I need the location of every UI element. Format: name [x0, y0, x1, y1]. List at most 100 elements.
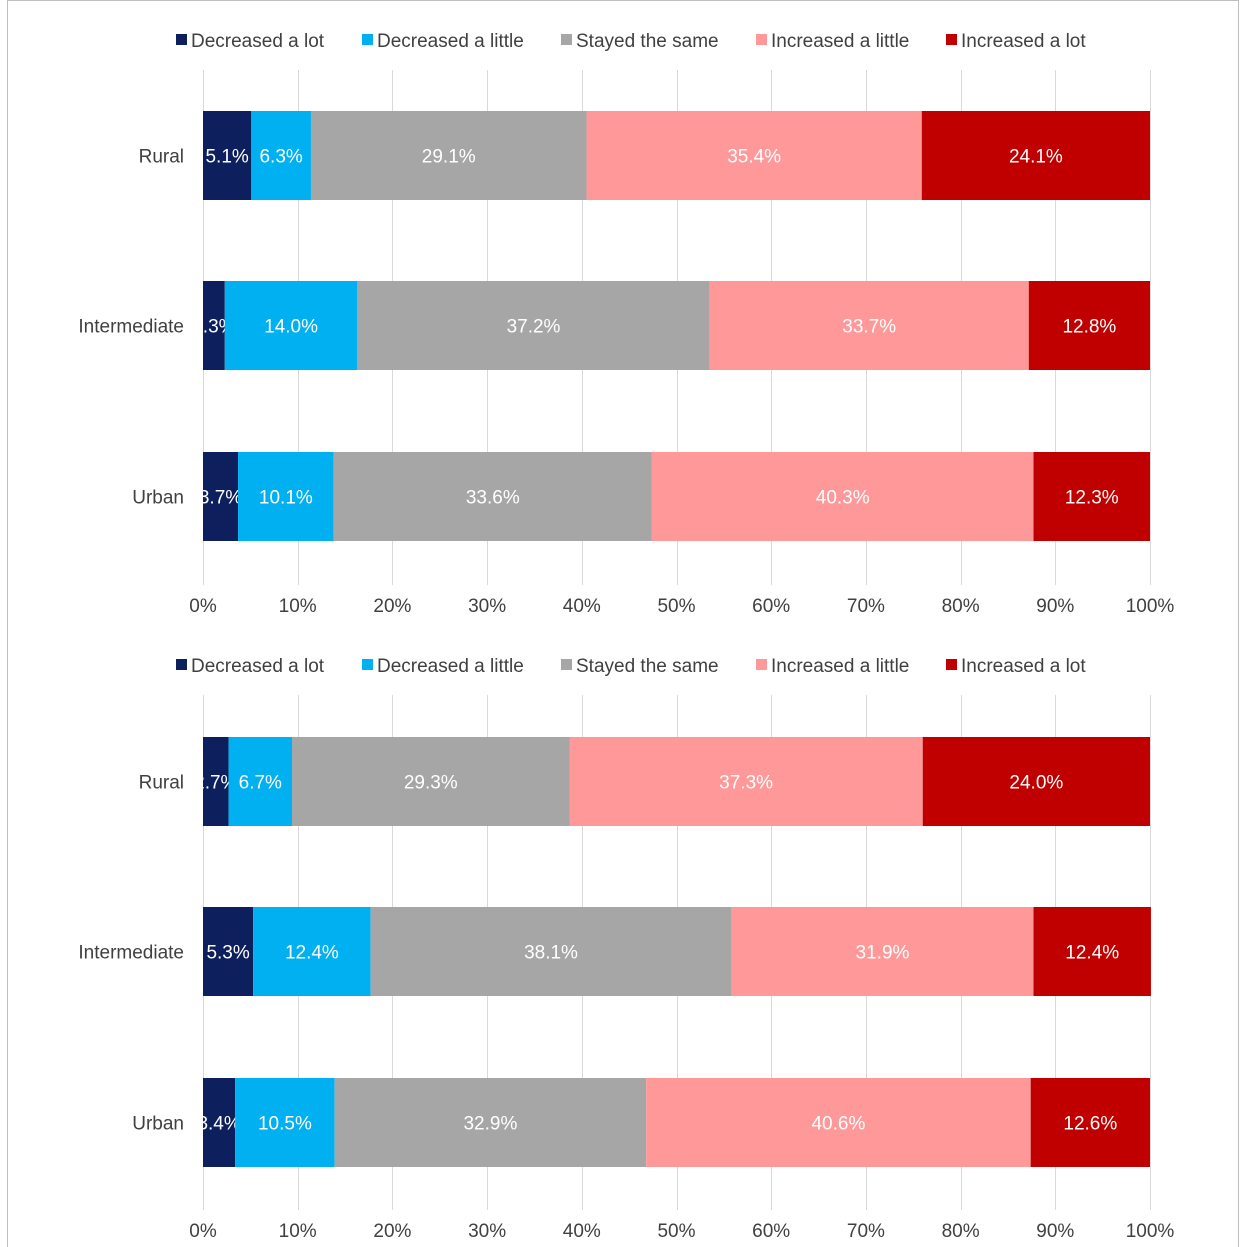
legend-swatch: [946, 34, 957, 45]
data-label: 12.4%: [1065, 943, 1119, 964]
bar-segment: [203, 1078, 236, 1167]
x-tick-label: 30%: [468, 1221, 506, 1242]
legend-entry: Increased a little: [771, 31, 909, 52]
bar-segment: [651, 452, 1034, 541]
bar-segment: [253, 907, 371, 996]
data-label: 6.7%: [239, 773, 282, 794]
x-tick-label: 90%: [1036, 1221, 1074, 1242]
bar-segment: [224, 281, 358, 370]
x-tick-label: 100%: [1126, 1221, 1175, 1242]
legend-entry: Stayed the same: [576, 656, 719, 677]
data-label: 33.7%: [842, 317, 896, 338]
legend-swatch: [176, 659, 187, 670]
chart-2: Decreased a lot Decreased a little Stayed …: [78, 656, 1174, 1242]
legend-entry: Increased a lot: [961, 31, 1086, 52]
data-label: 12.3%: [1065, 488, 1119, 509]
x-tick-label: 70%: [847, 596, 885, 617]
bar-segment: [1030, 1078, 1150, 1167]
data-label: 2.7%: [194, 773, 237, 794]
bar-segment: [370, 907, 732, 996]
data-label: 33.6%: [466, 488, 520, 509]
bar-segment: [1028, 281, 1150, 370]
chart-1: Decreased a lot Decreased a little Stayed …: [78, 31, 1174, 617]
x-tick-label: 0%: [189, 596, 217, 617]
bar-segment: [586, 111, 922, 200]
x-tick-label: 80%: [942, 1221, 980, 1242]
data-label: 10.5%: [258, 1114, 312, 1135]
x-tick-label: 80%: [942, 596, 980, 617]
data-label: 29.1%: [422, 147, 476, 168]
x-tick-label: 40%: [563, 1221, 601, 1242]
data-label: 10.1%: [259, 488, 313, 509]
x-tick-label: 20%: [373, 1221, 411, 1242]
legend-swatch: [561, 659, 572, 670]
data-label: 40.3%: [816, 488, 870, 509]
bar-segment: [235, 1078, 335, 1167]
x-tick-label: 50%: [657, 596, 695, 617]
data-label: 29.3%: [404, 773, 458, 794]
bar-segment: [203, 111, 252, 200]
legend-swatch: [561, 34, 572, 45]
bar-segment: [251, 111, 311, 200]
data-label: 37.3%: [719, 773, 773, 794]
data-label: 24.1%: [1009, 147, 1063, 168]
data-label: 37.2%: [507, 317, 561, 338]
data-label: 12.4%: [285, 943, 339, 964]
bar-segment: [731, 907, 1034, 996]
legend-entry: Stayed the same: [576, 31, 719, 52]
x-tick-label: 60%: [752, 596, 790, 617]
bar-segment: [357, 281, 710, 370]
data-label: 3.7%: [199, 488, 242, 509]
x-tick-label: 30%: [468, 596, 506, 617]
data-label: 14.0%: [264, 317, 318, 338]
data-label: 31.9%: [856, 943, 910, 964]
x-tick-label: 60%: [752, 1221, 790, 1242]
data-label: 12.8%: [1062, 317, 1116, 338]
data-label: 12.6%: [1063, 1114, 1117, 1135]
x-tick-label: 10%: [279, 1221, 317, 1242]
x-tick-label: 100%: [1126, 596, 1175, 617]
bar-segment: [310, 111, 587, 200]
bar-segment: [203, 907, 254, 996]
bar-segment: [921, 111, 1150, 200]
bar-segment: [333, 452, 652, 541]
x-tick-label: 10%: [279, 596, 317, 617]
legend-entry: Decreased a lot: [191, 656, 325, 677]
category-label: Rural: [139, 147, 184, 168]
x-tick-label: 40%: [563, 596, 601, 617]
legend-entry: Increased a lot: [961, 656, 1086, 677]
data-label: 5.3%: [206, 943, 249, 964]
legend-entry: Decreased a lot: [191, 31, 325, 52]
bar-segment: [334, 1078, 647, 1167]
bar-segment: [569, 737, 923, 826]
bar-segment: [203, 452, 239, 541]
x-tick-label: 50%: [657, 1221, 695, 1242]
bar-segment: [228, 737, 293, 826]
bar-segment: [922, 737, 1150, 826]
data-label: 24.0%: [1009, 773, 1063, 794]
data-label: 35.4%: [727, 147, 781, 168]
legend-entry: Decreased a little: [377, 656, 524, 677]
bar-segment: [203, 281, 225, 370]
figure-frame: [7, 0, 1239, 1247]
legend-swatch: [176, 34, 187, 45]
bar-segment: [292, 737, 570, 826]
category-label: Urban: [132, 488, 184, 509]
bar-segment: [238, 452, 334, 541]
x-tick-label: 70%: [847, 1221, 885, 1242]
bar-segment: [646, 1078, 1031, 1167]
x-tick-label: 20%: [373, 596, 411, 617]
legend-swatch: [756, 659, 767, 670]
legend-swatch: [756, 34, 767, 45]
category-label: Urban: [132, 1114, 184, 1135]
category-label: Rural: [139, 773, 184, 794]
legend-entry: Decreased a little: [377, 31, 524, 52]
data-label: 38.1%: [524, 943, 578, 964]
data-label: 3.4%: [197, 1114, 240, 1135]
x-tick-label: 0%: [189, 1221, 217, 1242]
bar-segment: [1033, 452, 1150, 541]
data-label: 5.1%: [205, 147, 248, 168]
category-label: Intermediate: [78, 943, 184, 964]
data-label: 6.3%: [259, 147, 302, 168]
